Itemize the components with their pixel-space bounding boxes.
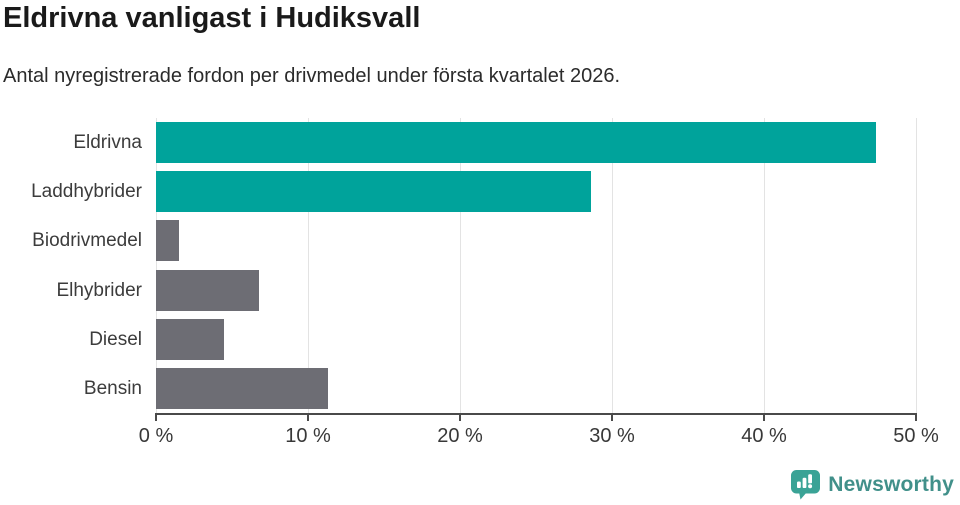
x-axis-tick (763, 413, 765, 421)
x-axis-line (156, 413, 916, 415)
chart-title: Eldrivna vanligast i Hudiksvall (3, 2, 421, 34)
chart-subtitle: Antal nyregistrerade fordon per drivmede… (3, 65, 621, 87)
newsworthy-wordmark: Newsworthy (828, 472, 954, 496)
bar-laddhybrider (156, 171, 591, 212)
x-axis-tick-label: 50 % (893, 425, 939, 447)
gridline (764, 118, 765, 413)
x-axis-tick (611, 413, 613, 421)
bar-chart: Eldrivna Laddhybrider Biodrivmedel Elhybrid… (0, 118, 960, 458)
gridline (156, 118, 157, 413)
x-axis-tick (459, 413, 461, 421)
newsworthy-icon (791, 470, 821, 500)
category-label-elhybrider: Elhybrider (56, 279, 142, 301)
bar-elhybrider (156, 270, 260, 311)
x-axis-tick-label: 30 % (589, 425, 635, 447)
bar-bensin (156, 368, 328, 409)
gridline (612, 118, 613, 413)
bar-diesel (156, 319, 225, 360)
x-axis-tick-label: 40 % (741, 425, 787, 447)
gridline (460, 118, 461, 413)
x-axis-tick-label: 20 % (437, 425, 483, 447)
category-labels: Eldrivna Laddhybrider Biodrivmedel Elhybrid… (0, 118, 142, 413)
newsworthy-icon-shape (791, 470, 821, 500)
bar-eldrivna (156, 122, 877, 163)
plot-area: 0 % 10 % 20 % 30 % 40 % 50 % (139, 118, 939, 447)
category-label-eldrivna: Eldrivna (73, 131, 142, 153)
x-axis-tick (307, 413, 309, 421)
gridline (308, 118, 309, 413)
category-label-laddhybrider: Laddhybrider (31, 180, 142, 202)
x-axis-tick-label: 10 % (285, 425, 331, 447)
bar-biodrivmedel (156, 220, 179, 261)
category-label-diesel: Diesel (89, 328, 142, 350)
gridline (916, 118, 917, 413)
x-axis-tick-label: 0 % (138, 425, 174, 447)
newsworthy-logo: Newsworthy (790, 469, 954, 500)
category-label-biodrivmedel: Biodrivmedel (32, 229, 142, 251)
category-label-bensin: Bensin (83, 377, 142, 399)
x-axis-tick (155, 413, 157, 421)
x-axis-tick (915, 413, 917, 421)
